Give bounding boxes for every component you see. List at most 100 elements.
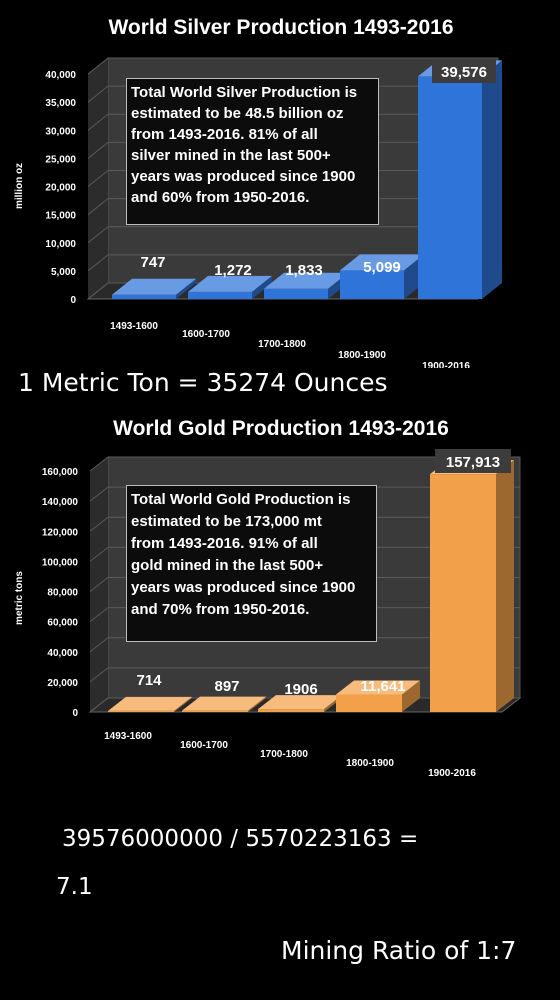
gold-callout-line: gold mined in the last 500+ [131,557,324,574]
gold-y-tick-label: 40,000 [47,648,78,659]
conversion-note: 1 Metric Ton = 35274 Ounces [18,368,388,397]
silver-value-label: 1,272 [214,262,252,279]
silver-bar-side [482,60,502,300]
gold-x-tick-label: 1900-2016 [428,768,476,779]
silver-bar-top [264,272,348,289]
silver-callout-line: silver mined in the last 500+ [131,147,331,164]
silver-callout-line: and 60% from 1950-2016. [131,189,310,206]
silver-y-tick-label: 25,000 [45,154,76,165]
silver-x-tick-label: 1800-1900 [338,350,386,361]
silver-bar-front [340,270,404,299]
gold-bar [430,460,514,712]
gold-bar-side [174,696,192,712]
gold-gridline-side [89,697,109,713]
silver-y-axis-label: million oz [14,163,25,209]
silver-bar [188,275,272,299]
silver-gridline-side [87,282,109,300]
silver-callout-line: estimated to be 48.5 billion oz [131,105,344,122]
silver-y-tick-label: 20,000 [45,183,76,194]
silver-bar-side [252,275,272,299]
silver-gridline-side [87,226,109,244]
silver-bar-top [188,275,272,292]
gold-value-label: 1906 [284,681,317,698]
silver-callout-box: Total World Silver Production is estimat… [126,78,379,225]
mining-ratio: Mining Ratio of 1:7 [281,936,517,965]
silver-callout-line: Total World Silver Production is [131,84,358,101]
silver-x-tick-label: 1900-2016 [422,361,470,368]
gold-y-tick-label: 160,000 [42,467,79,478]
gold-value-label: 714 [136,672,162,689]
gold-x-tick-label: 1600-1700 [180,740,228,751]
silver-bar-top [112,278,196,295]
silver-chart-title: World Silver Production 1493-2016 [108,16,453,39]
gold-gridline-side [89,486,109,502]
silver-y-tick-label: 15,000 [45,211,76,222]
gold-gridline-side [89,667,109,683]
silver-bar [418,60,502,300]
silver-value-label: 39,576 [441,64,487,81]
silver-x-tick-label: 1700-1800 [258,339,306,350]
silver-y-tick-label: 30,000 [45,126,76,137]
gold-bar-top [258,695,342,710]
gold-y-tick-label: 60,000 [47,618,78,629]
silver-y-tick-label: 0 [70,295,76,306]
silver-bar-front [112,294,176,299]
gold-gridline-side [89,607,109,623]
silver-gridline-side [87,254,109,272]
silver-bar-side [176,278,196,299]
gold-bar-front [108,710,174,712]
gold-gridline-side [89,637,109,653]
gold-value-label-box [435,449,511,473]
ratio-result: 7.1 [56,874,93,900]
gold-y-tick-label: 80,000 [47,588,78,599]
gold-bar-side [248,696,266,712]
silver-gridline-side [87,85,109,103]
silver-gridline-side [87,170,109,187]
silver-callout-line: from 1493-2016. 81% of all [131,126,318,143]
gold-bar [336,680,420,712]
gold-x-tick-label: 1493-1600 [104,731,152,742]
gold-bar [108,696,192,712]
gold-value-label: 157,913 [446,454,500,471]
gold-value-label: 11,641 [360,678,405,695]
gold-bar-side [402,680,420,712]
ratio-equation: 39576000000 / 5570223163 = [62,826,419,852]
gold-bar-front [430,474,496,712]
silver-value-label-box [432,59,496,83]
silver-value-label: 1,833 [285,262,323,279]
gold-y-tick-label: 120,000 [42,527,79,538]
gold-callout-box: Total World Gold Production is estimated… [126,485,377,642]
gold-chart-title: World Gold Production 1493-2016 [113,417,449,440]
gold-callout-line: estimated to be 173,000 mt [131,513,322,530]
gold-gridline-side [89,516,109,532]
gold-bar-front [336,694,402,712]
gold-y-tick-label: 100,000 [42,557,79,568]
silver-x-tick-label: 1600-1700 [182,329,230,340]
silver-callout-line: years was produced since 1900 [131,168,356,185]
silver-gridline-side [87,57,109,75]
gold-y-tick-label: 0 [72,708,78,719]
gold-callout-line: from 1493-2016. 91% of all [131,535,318,552]
silver-gridline-side [87,113,109,131]
silver-gridline-side [87,141,109,159]
gold-bar-top [108,696,192,711]
silver-bar-front [264,288,328,299]
gold-x-tick-label: 1700-1800 [260,749,308,760]
gold-x-tick-label: 1800-1900 [346,758,394,769]
silver-value-label: 5,099 [363,259,401,276]
gold-callout-line: years was produced since 1900 [131,579,356,596]
gold-callout-line: and 70% from 1950-2016. [131,601,310,618]
silver-bar [112,278,196,299]
silver-bar-top [340,254,424,271]
silver-y-tick-label: 5,000 [51,267,76,278]
gold-bar-front [258,709,324,712]
gold-bar-side [496,460,514,712]
gold-bar-top [182,696,266,711]
gold-gridline-side [89,456,109,472]
silver-bar-front [188,291,252,299]
silver-y-tick-label: 10,000 [45,239,76,250]
silver-y-tick-label: 35,000 [45,98,76,109]
gold-callout-line: Total World Gold Production is [131,491,351,508]
gold-bar-top [336,680,420,695]
silver-y-tick-label: 40,000 [45,70,76,81]
